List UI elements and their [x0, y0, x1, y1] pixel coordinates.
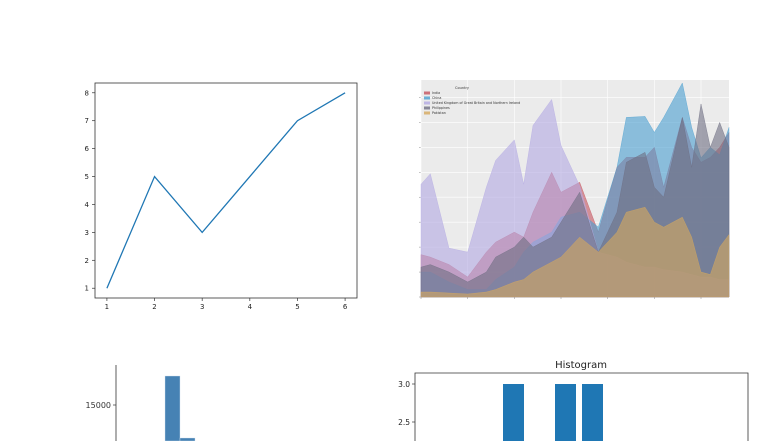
x-tick-label: 4: [248, 303, 253, 311]
y-tick-label: 2.5: [398, 418, 410, 427]
legend-swatch: [424, 111, 430, 115]
legend-label: Philippines: [432, 106, 450, 110]
chart-title: Histogram: [555, 360, 607, 371]
x-tick-label: 1: [105, 303, 109, 311]
legend-label: Pakistan: [432, 111, 446, 115]
histogram-bar: [555, 384, 576, 441]
plot-frame: [414, 372, 749, 441]
y-tick-label: 3: [85, 229, 89, 237]
legend-swatch: [424, 106, 430, 110]
histogram-bar: [503, 384, 524, 441]
legend-swatch: [424, 96, 430, 100]
x-tick-label: 2: [152, 303, 156, 311]
y-tick-label: 2: [85, 257, 89, 265]
histogram-bar: [582, 384, 603, 441]
y-tick-label: 4: [85, 201, 90, 209]
partial-bar-chart: 15000: [86, 365, 196, 441]
y-tick-label: 3.0: [398, 380, 410, 389]
x-tick-label: 6: [343, 303, 348, 311]
legend-swatch: [424, 91, 430, 95]
y-tick-label: 5: [85, 173, 89, 181]
plot-frame: [94, 82, 358, 299]
legend-label: China: [432, 96, 441, 100]
y-tick-label: 15000: [86, 401, 111, 410]
y-tick-label: 1: [85, 285, 89, 293]
x-tick-label: 3: [200, 303, 204, 311]
line-series: [106, 92, 346, 289]
histogram-bar: [179, 437, 196, 441]
legend-title: Country: [455, 86, 469, 90]
x-tick-label: 5: [295, 303, 299, 311]
y-tick-label: 8: [85, 89, 89, 97]
legend-swatch: [424, 101, 430, 105]
legend-label: India: [432, 91, 440, 95]
y-tick-label: 7: [85, 117, 89, 125]
legend-label: United Kingdom of Great Britain and Nort…: [432, 101, 520, 105]
histogram-bar: [164, 375, 181, 441]
area-series-pakistan: [420, 206, 730, 298]
histogram-chart: Histogram 3.0 2.5: [398, 360, 749, 441]
line-chart: 1 2 3 4 5 6 1 2 3 4 5 6 7 8: [85, 82, 358, 311]
y-tick-label: 6: [85, 145, 90, 153]
